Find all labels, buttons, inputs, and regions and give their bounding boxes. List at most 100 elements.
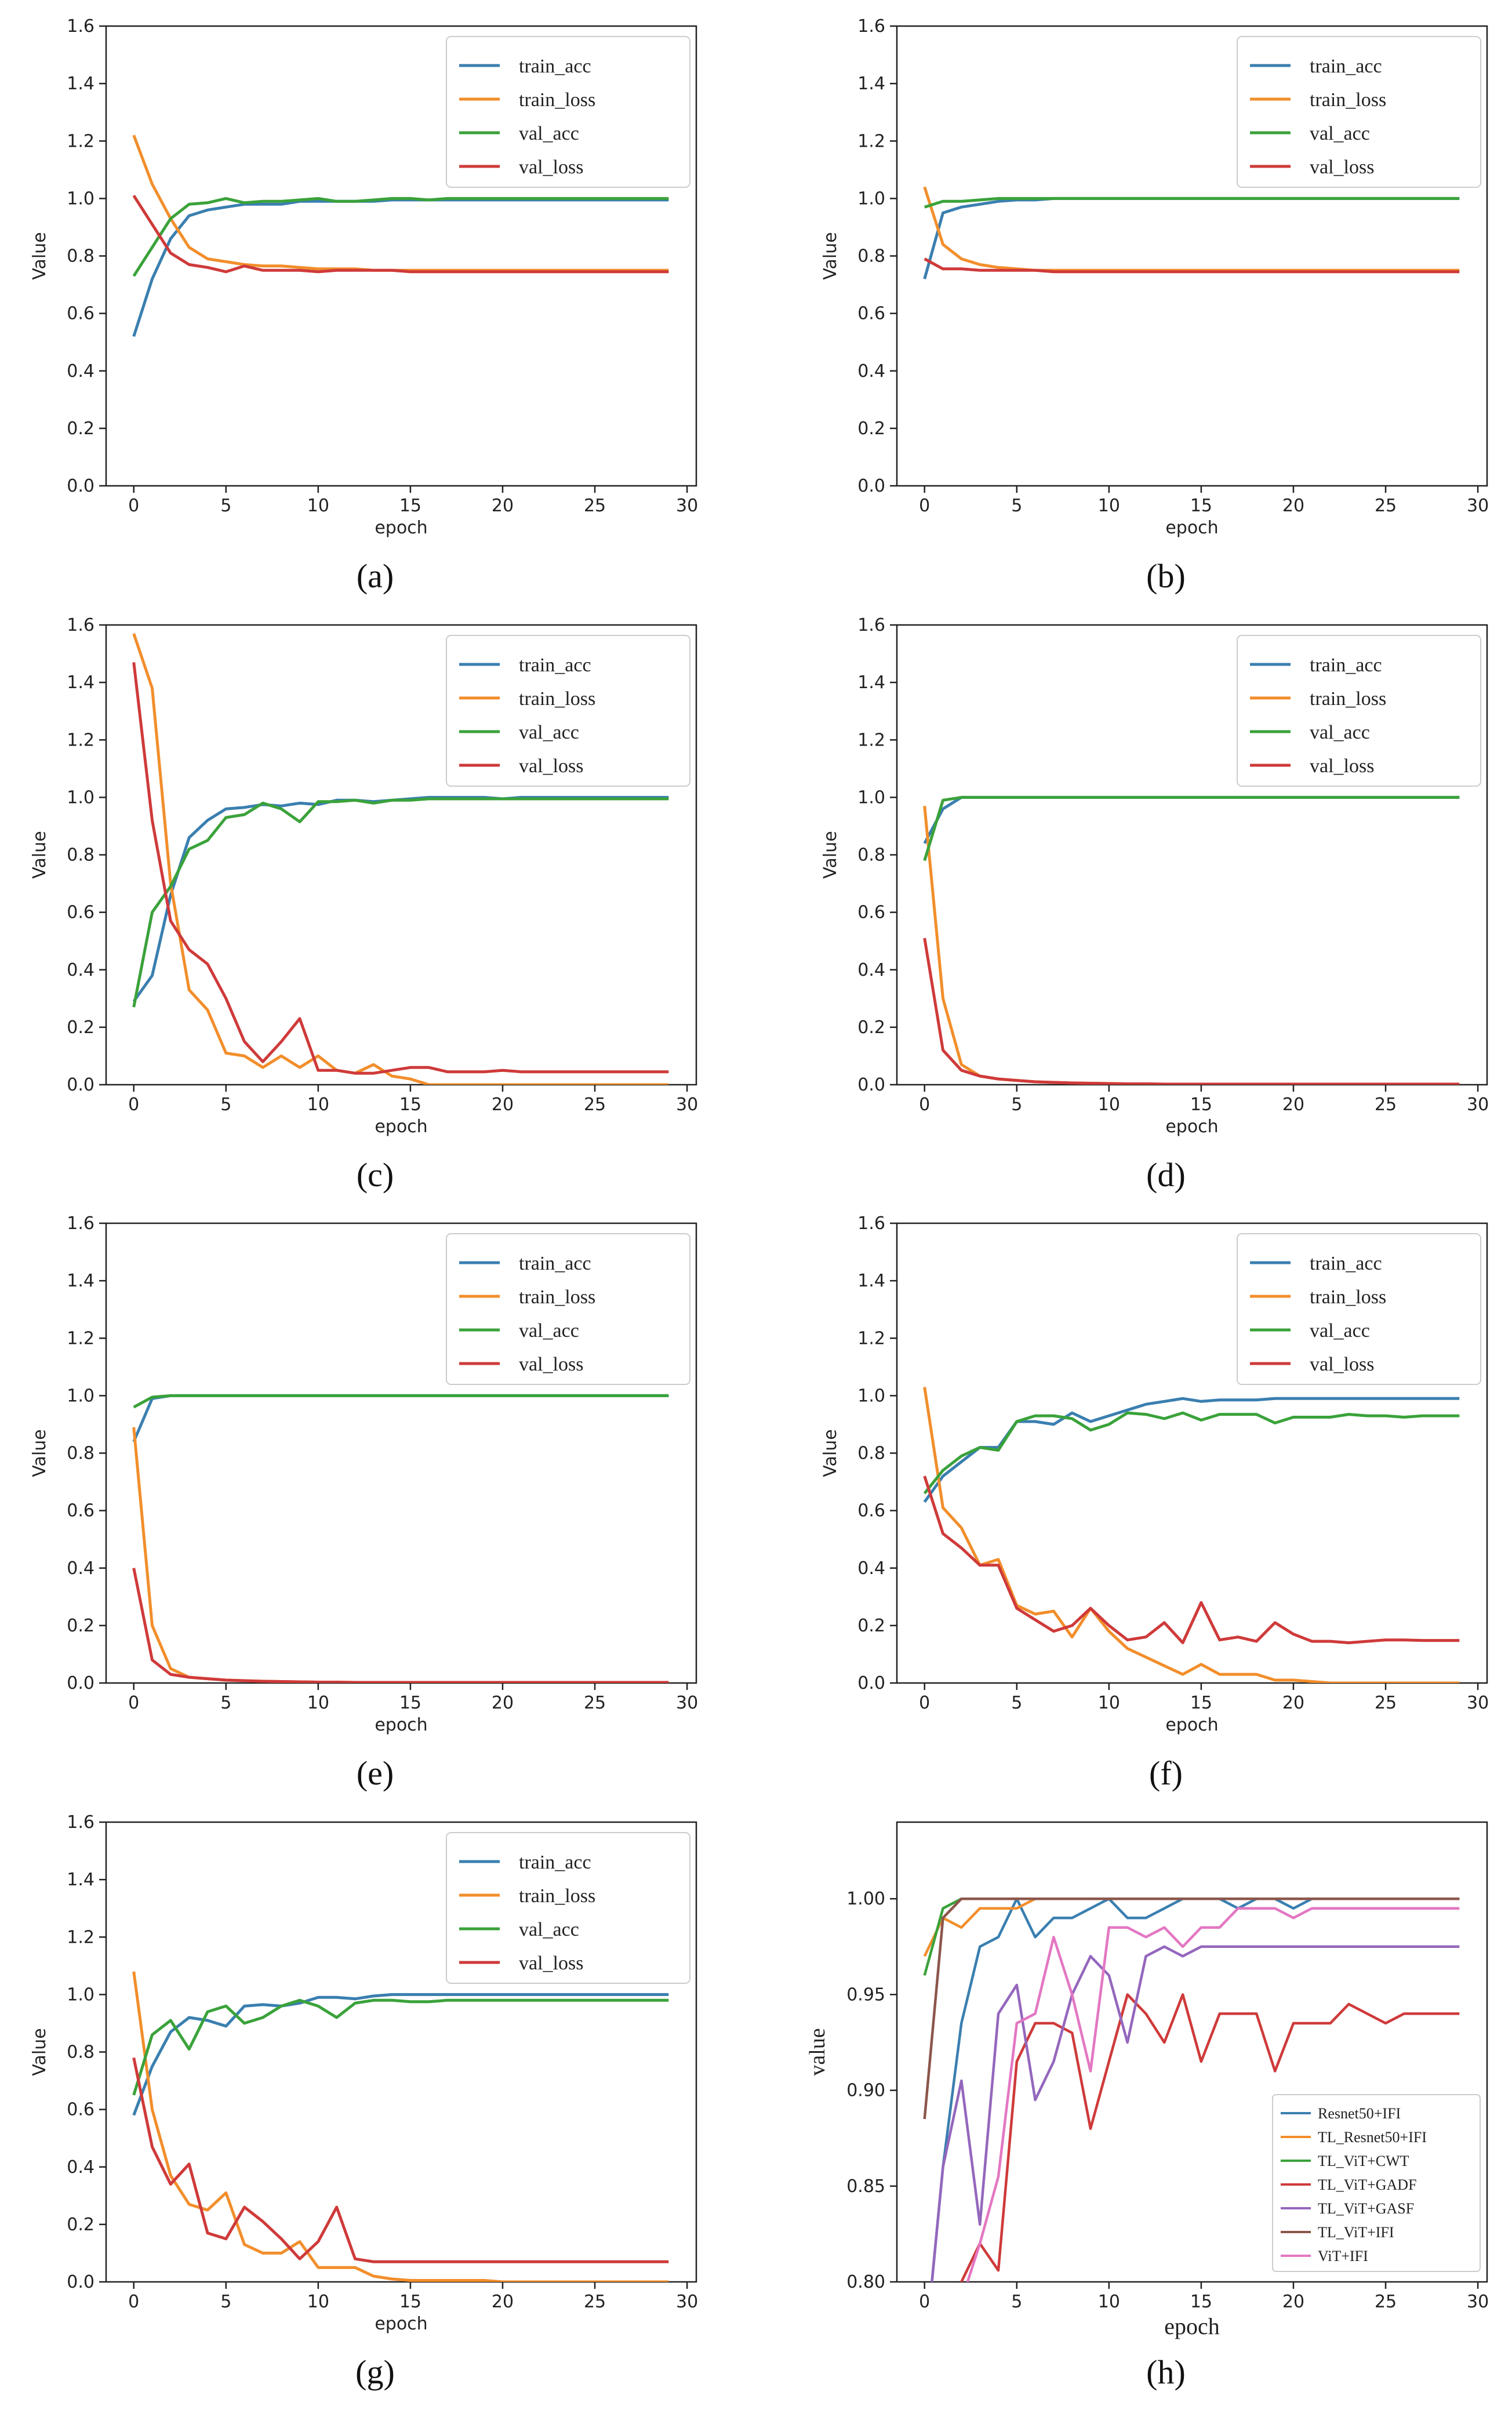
legend-label: val_acc (1310, 722, 1370, 743)
x-tick-label: 10 (1098, 496, 1120, 516)
x-tick-label: 30 (676, 2292, 698, 2312)
y-axis-label: Value (30, 232, 50, 279)
y-tick-label: 0.0 (857, 476, 885, 496)
legend-box (446, 1832, 690, 1984)
legend-label: val_loss (519, 1953, 583, 1974)
series-line-train-acc (923, 1397, 1460, 1503)
y-axis-label: Value (820, 1429, 841, 1477)
x-tick-label: 10 (1098, 1095, 1120, 1115)
y-tick-label: 0.8 (67, 246, 94, 267)
x-tick-label: 25 (584, 1095, 606, 1115)
x-tick-label: 20 (1282, 1095, 1304, 1115)
legend-label: TL_ViT+GADF (1318, 2176, 1417, 2193)
series-line-val-loss (923, 1475, 1460, 1645)
y-tick-label: 1.2 (857, 131, 885, 151)
legend-label: val_loss (519, 755, 583, 777)
y-tick-label: 0.95 (846, 1984, 885, 2005)
y-tick-label: 1.2 (857, 730, 885, 750)
legend-label: train_loss (519, 1885, 595, 1907)
legend: train_acc train_loss val_acc val_loss (1237, 635, 1481, 787)
y-tick-label: 1.0 (857, 787, 885, 808)
series-lines (923, 795, 1460, 1085)
x-tick-label: 10 (307, 1095, 329, 1115)
series-line-train-loss (132, 1971, 669, 2282)
series-line-val-loss (132, 662, 669, 1075)
x-axis-label: epoch (375, 1117, 427, 1137)
y-tick-label: 1.2 (67, 131, 94, 151)
series-lines (132, 633, 669, 1085)
x-tick-label: 15 (399, 496, 421, 516)
y-tick-label: 0.80 (846, 2272, 885, 2292)
x-tick-label: 25 (584, 1693, 606, 1713)
x-tick-label: 25 (1375, 496, 1397, 516)
x-tick-label: 15 (1190, 1095, 1212, 1115)
x-tick-label: 5 (220, 496, 231, 516)
series-line-train-loss (132, 633, 669, 1085)
y-tick-label: 0.0 (67, 1673, 94, 1693)
chart-panel-4: 0 5 10 15 20 25 30 0.0 0.2 0.4 0.6 0.8 1.0 1.2 1.4 1.6 e… (30, 1213, 698, 1792)
y-tick-label: 0.85 (846, 2176, 885, 2197)
x-axis-label: epoch (1165, 1117, 1218, 1137)
x-tick-label: 10 (307, 2292, 329, 2312)
y-axis-label: Value (820, 232, 841, 279)
series-line-train-loss (132, 1427, 669, 1683)
legend-label: train_loss (1310, 89, 1386, 111)
legend-label: Resnet50+IFI (1318, 2105, 1401, 2122)
y-tick-label: 0.8 (67, 2042, 94, 2063)
x-tick-label: 20 (1282, 1693, 1304, 1713)
y-tick-label: 0.6 (857, 903, 885, 923)
panel-caption: (c) (357, 1156, 394, 1194)
y-tick-label: 0.8 (857, 246, 885, 267)
series-line-val-acc (923, 1411, 1460, 1495)
legend-label: val_acc (519, 1320, 579, 1342)
x-tick-label: 0 (919, 496, 930, 516)
legend-label: train_loss (519, 1286, 595, 1308)
series-line-train-loss (923, 1387, 1460, 1683)
y-tick-label: 1.6 (857, 615, 885, 635)
x-axis-label: epoch (1164, 2313, 1220, 2339)
x-tick-label: 5 (1011, 496, 1022, 516)
y-tick-label: 1.0 (67, 188, 94, 209)
legend: train_acc train_loss val_acc val_loss (1237, 36, 1481, 188)
series-line-val-acc (923, 795, 1460, 862)
y-tick-label: 1.2 (67, 1328, 94, 1348)
series-line-val-loss (132, 195, 669, 274)
x-tick-label: 20 (492, 1095, 514, 1115)
y-tick-label: 0.6 (857, 304, 885, 324)
legend-label: val_loss (1310, 157, 1374, 178)
x-tick-label: 15 (399, 1693, 421, 1713)
legend-label: val_acc (519, 123, 579, 144)
y-tick-label: 0.6 (67, 304, 94, 324)
x-tick-label: 30 (1467, 2292, 1489, 2312)
y-tick-label: 1.4 (67, 74, 94, 94)
legend-box (1237, 1233, 1481, 1385)
x-tick-label: 30 (1467, 1693, 1489, 1713)
series-line-val-loss (923, 937, 1460, 1085)
series-line-val-loss (132, 1568, 669, 1683)
x-axis-label: epoch (1165, 1715, 1218, 1735)
legend: train_acc train_loss val_acc val_loss (446, 1233, 690, 1385)
y-tick-label: 0.4 (67, 960, 94, 980)
chart-panel-0: 0 5 10 15 20 25 30 0.0 0.2 0.4 0.6 0.8 1.0 1.2 1.4 1.6 e… (30, 16, 698, 595)
chart-panel-7: 0 5 10 15 20 25 30 0.80 0.85 0.90 0.95 1.00 epoch val… (805, 1821, 1489, 2391)
y-tick-label: 0.0 (857, 1673, 885, 1693)
x-tick-label: 30 (1467, 1095, 1489, 1115)
panel-caption: (h) (1146, 2353, 1186, 2391)
y-tick-label: 0.0 (67, 476, 94, 496)
y-tick-label: 0.4 (857, 361, 885, 381)
series-line-tl-vit-ifi (923, 1897, 1460, 2120)
series-line-vit-ifi (966, 1907, 1460, 2282)
x-tick-label: 25 (1375, 2292, 1397, 2312)
x-tick-label: 5 (1011, 1693, 1022, 1713)
y-tick-label: 0.8 (67, 1444, 94, 1464)
y-tick-label: 1.0 (67, 1386, 94, 1406)
y-tick-label: 0.6 (857, 1501, 885, 1521)
legend-label: train_loss (519, 688, 595, 710)
x-tick-label: 5 (1011, 2292, 1022, 2312)
panel-caption: (g) (355, 2353, 395, 2391)
y-tick-label: 0.6 (67, 903, 94, 923)
series-line-tl-vit-gadf (959, 1993, 1460, 2282)
x-tick-label: 30 (676, 496, 698, 516)
x-tick-label: 0 (128, 496, 139, 516)
